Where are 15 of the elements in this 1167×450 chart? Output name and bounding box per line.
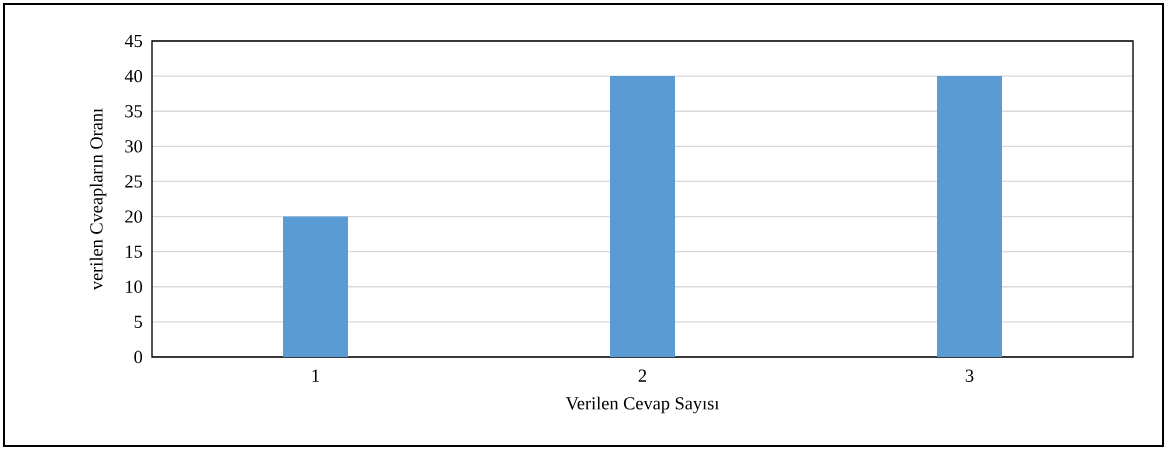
x-tick-label: 1: [312, 369, 319, 382]
y-tick-label: 25: [125, 175, 143, 188]
y-tick-label: 40: [124, 69, 143, 83]
y-tick-label: 5: [134, 315, 143, 328]
y-tick-label: 10: [126, 280, 143, 293]
y-tick-label: 45: [124, 34, 143, 48]
y-axis-title: verilen Cveapların Oranı: [89, 108, 107, 291]
x-tick-label: 3: [965, 369, 974, 382]
y-tick-label: 30: [125, 140, 143, 153]
x-tick-label: 2: [638, 369, 647, 382]
y-tick-label: 0: [134, 350, 143, 364]
y-tick-label: 35: [125, 105, 143, 118]
y-tick-label: 20: [125, 210, 143, 223]
y-tick-label: 15: [126, 245, 143, 258]
x-axis-title: Verilen Cevap Sayısı: [565, 396, 720, 414]
